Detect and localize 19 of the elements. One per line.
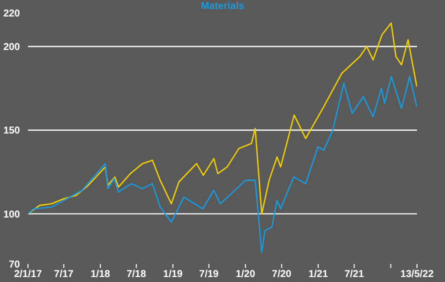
line-series bbox=[28, 22, 417, 214]
x-tick-label: 7/17 bbox=[54, 269, 74, 280]
x-tick-label: 1/18 bbox=[90, 269, 111, 280]
x-tick-label: 7/21 bbox=[344, 269, 364, 280]
x-tick-label: 7/19 bbox=[199, 269, 220, 280]
line-series bbox=[28, 76, 417, 253]
y-tick-label: 70 bbox=[8, 260, 20, 271]
text: Materials bbox=[200, 1, 244, 12]
x-tick-label: 1/20 bbox=[236, 269, 256, 280]
x-tick-label: 7/20 bbox=[272, 269, 292, 280]
x-tick-label: 1/21 bbox=[308, 269, 328, 280]
x-tick-label: 7/18 bbox=[126, 269, 146, 280]
x-tick-label: 2/1/17 bbox=[14, 269, 42, 280]
x-tick-label: 1/19 bbox=[163, 269, 184, 280]
y-tick-label: 220 bbox=[3, 8, 20, 20]
y-tick-label: 200 bbox=[3, 42, 20, 54]
y-tick-label: 150 bbox=[3, 126, 20, 137]
x-tick-label: 13/5/22 bbox=[400, 269, 434, 280]
y-tick-label: 100 bbox=[3, 209, 20, 220]
